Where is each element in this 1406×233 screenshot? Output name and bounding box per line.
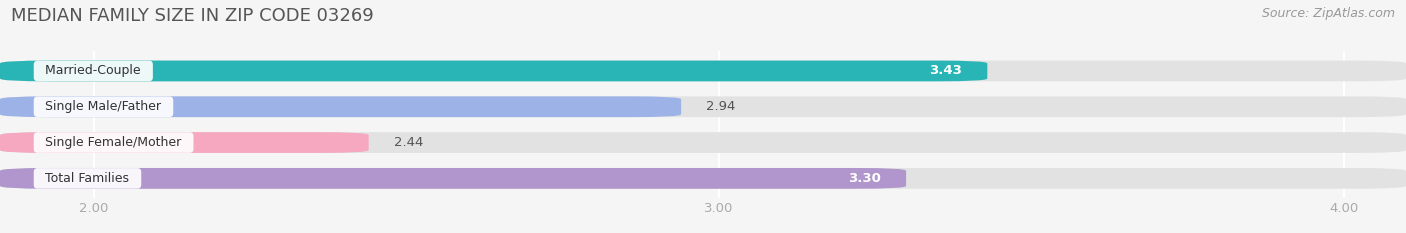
FancyBboxPatch shape — [0, 132, 368, 153]
Text: 2.94: 2.94 — [706, 100, 735, 113]
Text: 2.44: 2.44 — [394, 136, 423, 149]
Text: 3.43: 3.43 — [929, 65, 962, 77]
FancyBboxPatch shape — [0, 168, 905, 189]
FancyBboxPatch shape — [0, 168, 1406, 189]
FancyBboxPatch shape — [0, 132, 1406, 153]
FancyBboxPatch shape — [0, 61, 987, 81]
Text: MEDIAN FAMILY SIZE IN ZIP CODE 03269: MEDIAN FAMILY SIZE IN ZIP CODE 03269 — [11, 7, 374, 25]
FancyBboxPatch shape — [0, 96, 681, 117]
FancyBboxPatch shape — [0, 96, 1406, 117]
Text: 3.30: 3.30 — [848, 172, 882, 185]
Text: Source: ZipAtlas.com: Source: ZipAtlas.com — [1261, 7, 1395, 20]
Text: Total Families: Total Families — [38, 172, 138, 185]
Text: Single Female/Mother: Single Female/Mother — [38, 136, 190, 149]
Text: Single Male/Father: Single Male/Father — [38, 100, 170, 113]
Text: Married-Couple: Married-Couple — [38, 65, 149, 77]
FancyBboxPatch shape — [0, 61, 1406, 81]
